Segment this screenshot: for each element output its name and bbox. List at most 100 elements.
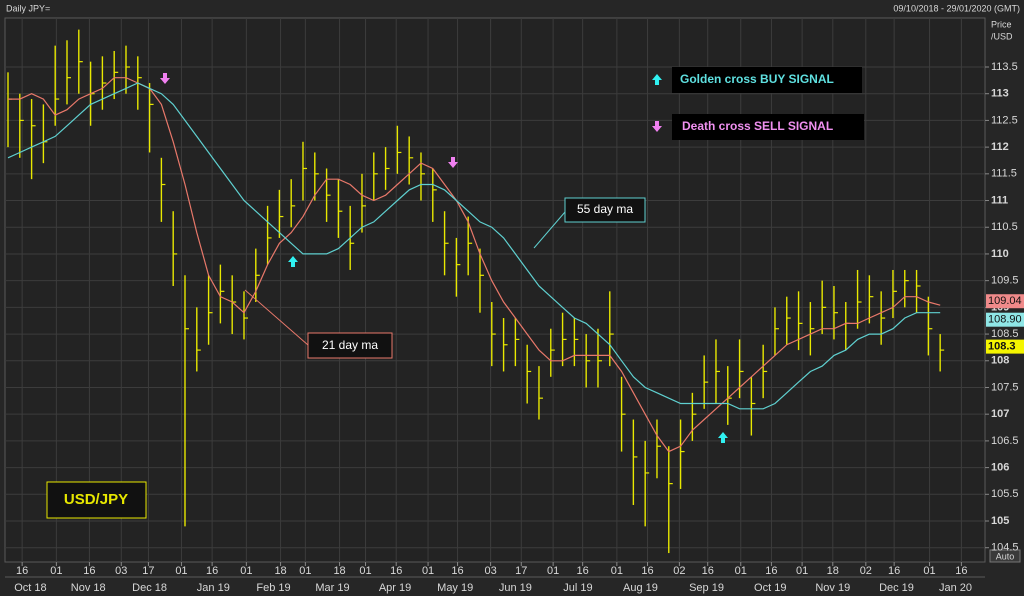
header-range: 09/10/2018 - 29/01/2020 (GMT) bbox=[893, 3, 1020, 13]
auto-button-label[interactable]: Auto bbox=[996, 551, 1015, 561]
x-tick-label: 16 bbox=[451, 565, 463, 577]
month-label: Nov 18 bbox=[71, 582, 106, 594]
buy-arrow bbox=[288, 256, 298, 267]
x-tick-label: 01 bbox=[923, 565, 935, 577]
x-tick-label: 01 bbox=[50, 565, 62, 577]
x-tick-label: 18 bbox=[333, 565, 345, 577]
month-label: May 19 bbox=[437, 582, 473, 594]
x-tick-label: 01 bbox=[359, 565, 371, 577]
y-tick-label: 110 bbox=[991, 248, 1009, 260]
price-tag bbox=[986, 339, 1024, 354]
month-label: Oct 18 bbox=[14, 582, 46, 594]
month-label: Apr 19 bbox=[379, 582, 411, 594]
x-tick-label: 16 bbox=[765, 565, 777, 577]
legend-box bbox=[672, 67, 862, 93]
annotation-box bbox=[564, 197, 646, 223]
x-tick-label: 16 bbox=[206, 565, 218, 577]
annotation: Death cross SELL SIGNAL bbox=[682, 119, 833, 133]
y-tick-label: 105.5 bbox=[991, 488, 1019, 500]
axis-title: Price bbox=[991, 19, 1012, 29]
y-tick-label: 111 bbox=[991, 194, 1008, 206]
sell-arrow bbox=[448, 157, 458, 168]
y-tick-label: 105 bbox=[991, 515, 1009, 527]
x-tick-label: 02 bbox=[860, 565, 872, 577]
legend-box bbox=[672, 114, 864, 140]
moving-average bbox=[8, 77, 941, 453]
annotation: 55 day ma bbox=[577, 202, 633, 216]
x-tick-label: 16 bbox=[702, 565, 714, 577]
x-tick-label: 01 bbox=[547, 565, 559, 577]
month-label: Jan 19 bbox=[197, 582, 230, 594]
y-tick-label: 109.5 bbox=[991, 275, 1019, 287]
month-label: Sep 19 bbox=[689, 582, 724, 594]
month-label: Jan 20 bbox=[939, 582, 972, 594]
x-tick-label: 16 bbox=[577, 565, 589, 577]
month-label: Feb 19 bbox=[256, 582, 290, 594]
month-label: Dec 18 bbox=[132, 582, 167, 594]
x-tick-label: 01 bbox=[240, 565, 252, 577]
moving-average bbox=[7, 82, 941, 410]
y-tick-label: 106.5 bbox=[991, 435, 1019, 447]
x-tick-label: 16 bbox=[641, 565, 653, 577]
plot-area bbox=[4, 17, 986, 563]
month-label: Oct 19 bbox=[754, 582, 786, 594]
axis-title: /USD bbox=[991, 31, 1013, 41]
annotation: USD/JPY bbox=[64, 491, 128, 508]
y-tick-label: 110.5 bbox=[991, 221, 1018, 233]
y-tick-label: 113.5 bbox=[991, 61, 1018, 73]
x-tick-label: 01 bbox=[611, 565, 623, 577]
y-tick-label: 104.5 bbox=[991, 542, 1019, 554]
month-label: Mar 19 bbox=[315, 582, 349, 594]
x-tick-label: 02 bbox=[673, 565, 685, 577]
y-tick-label: 112 bbox=[991, 141, 1009, 153]
x-tick-label: 03 bbox=[484, 565, 496, 577]
x-tick-label: 16 bbox=[83, 565, 95, 577]
header-title: Daily JPY= bbox=[6, 3, 50, 13]
x-tick-label: 17 bbox=[515, 565, 527, 577]
leader-line bbox=[533, 211, 566, 249]
buy-arrow bbox=[652, 74, 662, 85]
x-tick-label: 16 bbox=[955, 565, 967, 577]
auto-button[interactable] bbox=[989, 549, 1021, 563]
annotation-box bbox=[46, 481, 147, 519]
x-tick-label: 16 bbox=[390, 565, 402, 577]
y-tick-label: 107.5 bbox=[991, 381, 1019, 393]
x-tick-label: 01 bbox=[796, 565, 808, 577]
price-tag bbox=[986, 312, 1024, 327]
leader-line bbox=[244, 289, 309, 346]
x-tick-label: 01 bbox=[422, 565, 434, 577]
x-tick-label: 17 bbox=[142, 565, 154, 577]
x-tick-label: 18 bbox=[827, 565, 839, 577]
x-tick-label: 16 bbox=[16, 565, 28, 577]
y-tick-label: 106 bbox=[991, 462, 1009, 474]
price-bars bbox=[7, 29, 945, 554]
annotation: 21 day ma bbox=[322, 338, 378, 352]
y-tick-label: 111.5 bbox=[991, 168, 1017, 180]
month-label: Dec 19 bbox=[879, 582, 914, 594]
x-tick-label: 01 bbox=[735, 565, 747, 577]
x-tick-label: 18 bbox=[274, 565, 286, 577]
x-tick-label: 01 bbox=[299, 565, 311, 577]
sell-arrow bbox=[160, 73, 170, 84]
x-tick-label: 16 bbox=[888, 565, 900, 577]
y-tick-label: 107 bbox=[991, 408, 1009, 420]
y-tick-label: 108 bbox=[991, 355, 1009, 367]
month-label: Nov 19 bbox=[815, 582, 850, 594]
x-tick-label: 03 bbox=[115, 565, 127, 577]
sell-arrow bbox=[652, 121, 662, 132]
price-tag-label: 109.04 bbox=[988, 295, 1022, 307]
month-label: Jul 19 bbox=[563, 582, 592, 594]
x-tick-label: 01 bbox=[175, 565, 187, 577]
y-tick-label: 112.5 bbox=[991, 114, 1018, 126]
y-tick-label: 108.5 bbox=[991, 328, 1019, 340]
price-tag bbox=[986, 294, 1024, 309]
buy-arrow bbox=[718, 432, 728, 443]
month-label: Aug 19 bbox=[623, 582, 658, 594]
month-label: Jun 19 bbox=[499, 582, 532, 594]
price-tag-label: 108.3 bbox=[988, 341, 1016, 353]
price-tag-label: 108.90 bbox=[988, 314, 1022, 326]
y-tick-label: 113 bbox=[991, 88, 1009, 100]
annotation: Golden cross BUY SIGNAL bbox=[680, 72, 834, 86]
annotation-box bbox=[307, 332, 393, 359]
